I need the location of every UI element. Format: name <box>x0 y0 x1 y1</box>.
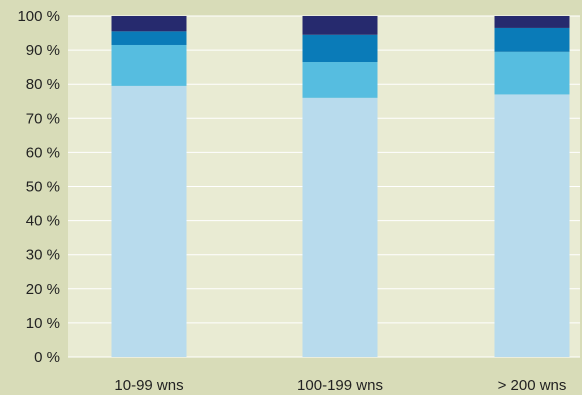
bar-segment <box>111 31 187 45</box>
bar-segment <box>302 16 378 35</box>
y-tick-label: 70 % <box>26 110 60 127</box>
bar-segment <box>494 51 570 95</box>
y-tick-label: 80 % <box>26 76 60 93</box>
y-tick-label: 60 % <box>26 144 60 161</box>
y-tick-label: 30 % <box>26 247 60 264</box>
x-category-label: 100-199 wns <box>297 377 383 394</box>
x-axis-category-labels: 10-99 wns 100-199 wns > 200 wns <box>114 377 566 394</box>
y-tick-label: 10 % <box>26 315 60 332</box>
bars <box>111 16 570 358</box>
bar-segment <box>302 97 378 357</box>
bar-segment <box>302 34 378 63</box>
y-tick-label: 0 % <box>34 349 60 366</box>
x-category-label: 10-99 wns <box>114 377 183 394</box>
y-tick-label: 100 % <box>17 8 60 25</box>
y-tick-label: 90 % <box>26 42 60 59</box>
bar-segment <box>302 62 378 98</box>
y-tick-label: 20 % <box>26 281 60 298</box>
bar-segment <box>494 16 570 28</box>
bar-segment <box>111 44 187 86</box>
y-tick-label: 40 % <box>26 213 60 230</box>
bar-segment <box>494 27 570 52</box>
bar-segment <box>111 85 187 357</box>
bar-segment <box>494 94 570 358</box>
y-tick-label: 50 % <box>26 179 60 196</box>
bar-segment <box>111 16 187 32</box>
y-axis-tick-labels: 0 % 10 % 20 % 30 % 40 % 50 % 60 % 70 % 80 % 90 % 1… <box>17 8 60 366</box>
x-category-label: > 200 wns <box>498 377 567 394</box>
